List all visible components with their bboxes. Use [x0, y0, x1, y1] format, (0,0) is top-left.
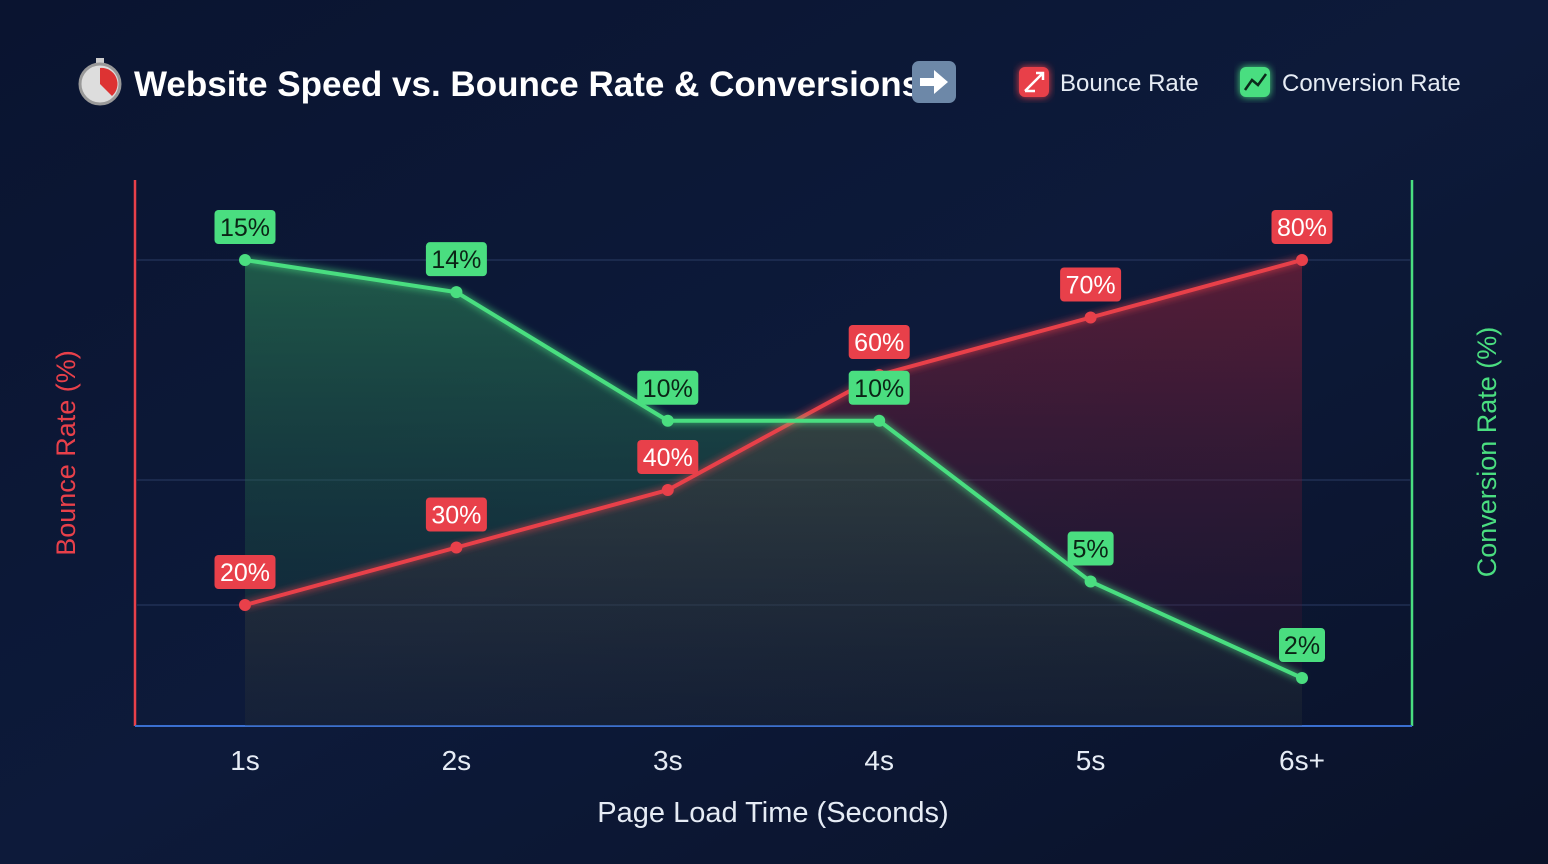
data-label-bg: [637, 370, 699, 405]
legend: Bounce Rate Conversion Rate: [1019, 67, 1461, 97]
data-point: [1084, 311, 1097, 324]
trend-up-icon: [1019, 67, 1049, 97]
data-point: [661, 484, 674, 496]
data-label-bg: [214, 555, 276, 589]
data-label-bg: [1060, 267, 1122, 302]
data-label: 30%: [431, 502, 481, 530]
data-label-bg: [637, 440, 699, 474]
data-label: 80%: [1277, 214, 1327, 242]
data-point: [661, 414, 674, 427]
x-tick-label: 1s: [230, 745, 260, 776]
series-line-conversion: [244, 258, 1303, 680]
data-label: 5%: [1073, 536, 1109, 564]
data-point: [450, 541, 463, 554]
data-label-bg: [848, 370, 910, 405]
data-label-bg: [214, 210, 276, 244]
data-point: [239, 254, 251, 266]
data-label-bg: [1067, 531, 1114, 566]
data-label: 14%: [431, 246, 481, 274]
x-tick-label: 5s: [1076, 745, 1106, 776]
data-label: 2%: [1284, 632, 1320, 660]
data-label: 15%: [220, 214, 270, 242]
right-arrow-icon: [912, 61, 956, 103]
data-label-bg: [848, 325, 910, 359]
data-point: [873, 414, 886, 427]
data-label: 10%: [643, 375, 693, 403]
data-point: [1296, 672, 1308, 684]
data-label: 40%: [643, 444, 693, 472]
y-axis-label-left: Bounce Rate (%): [51, 350, 81, 556]
data-label-bg: [1271, 210, 1333, 244]
chart-title: Website Speed vs. Bounce Rate & Conversi…: [134, 65, 921, 104]
stopwatch-icon: [78, 58, 122, 106]
data-label-bg: [425, 242, 487, 277]
x-tick-label: 2s: [442, 745, 472, 776]
data-point: [450, 286, 463, 299]
data-label-bg: [425, 497, 487, 532]
data-point: [1084, 575, 1097, 588]
x-axis-label: Page Load Time (Seconds): [597, 797, 948, 829]
y-axis-label-right: Conversion Rate (%): [1472, 327, 1502, 578]
data-label-bg: [1279, 628, 1325, 662]
data-label: 20%: [220, 559, 270, 587]
data-label: 70%: [1066, 272, 1116, 300]
data-point: [1296, 254, 1308, 266]
data-label: 60%: [854, 329, 904, 357]
x-tick-label: 3s: [653, 745, 683, 776]
area-conversion: [245, 260, 1302, 726]
data-label: 10%: [854, 375, 904, 403]
x-tick-label: 4s: [864, 745, 894, 776]
data-point: [239, 599, 251, 611]
series-line-bounce: [244, 258, 1303, 607]
x-tick-label: 6s+: [1279, 745, 1325, 776]
legend-conversion: Conversion Rate: [1282, 70, 1461, 97]
legend-bounce: Bounce Rate: [1060, 70, 1199, 97]
chart-up-icon: [1240, 67, 1270, 97]
